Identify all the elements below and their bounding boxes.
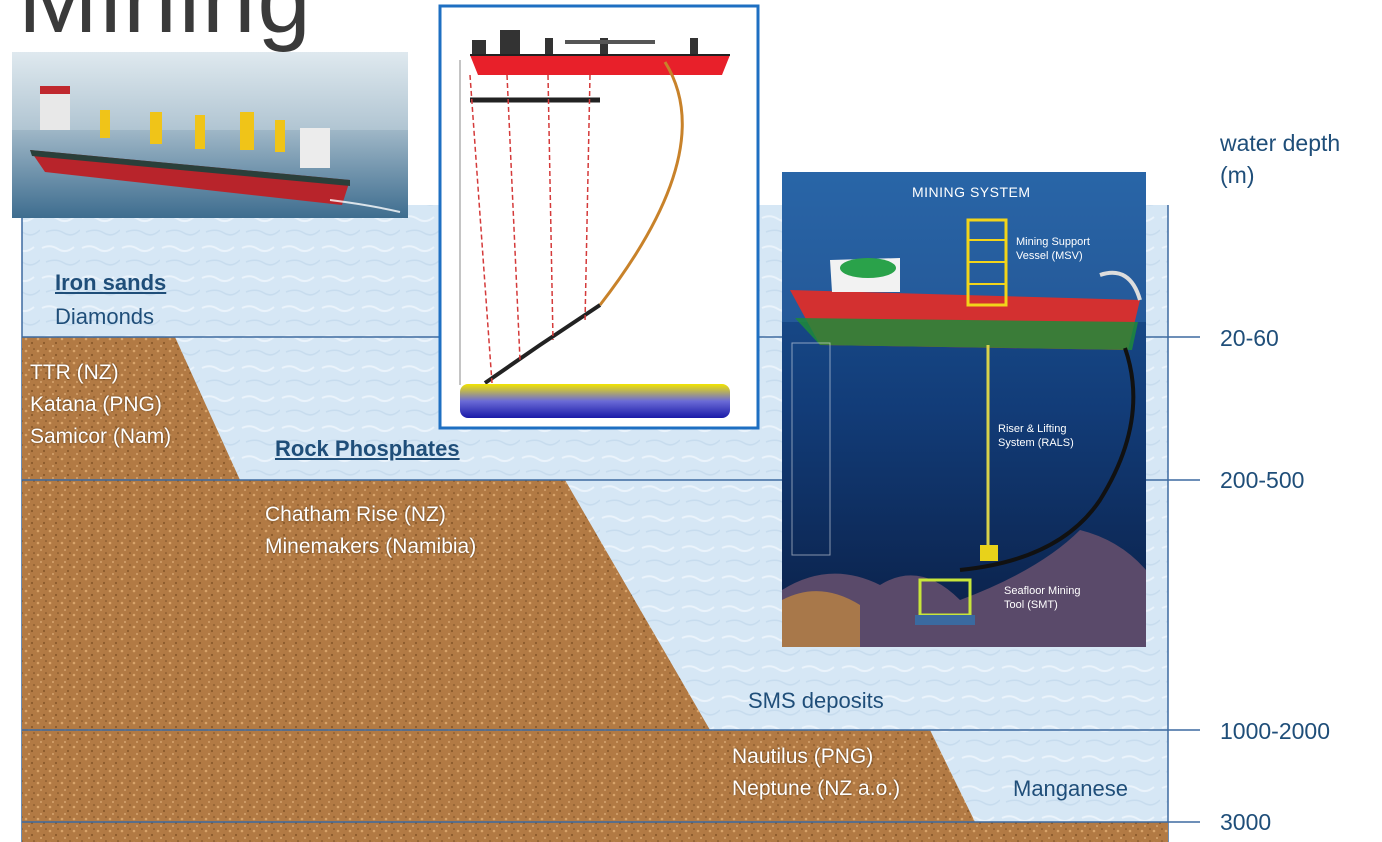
- depth-axis-heading: water depth (m): [1220, 127, 1340, 191]
- smt-label: Seafloor Mining Tool (SMT): [1004, 584, 1080, 612]
- rals-label-line2: System (RALS): [998, 437, 1074, 449]
- depth-tick-200-500: 200-500: [1220, 467, 1305, 493]
- smt-label-line1: Seafloor Mining: [1004, 585, 1081, 597]
- phosphate-projects-list: Chatham Rise (NZ) Minemakers (Namibia): [265, 499, 476, 563]
- depth-tick-3000: 3000: [1220, 809, 1272, 835]
- depth-heading-line1: water depth: [1220, 130, 1341, 156]
- depth-tick-1000-2000: 1000-2000: [1220, 718, 1330, 744]
- iron-sands-heading: Iron sands: [55, 270, 167, 295]
- depth-heading-line2: (m): [1220, 162, 1255, 188]
- project-katana: Katana (PNG): [30, 393, 162, 416]
- smt-label-line2: Tool (SMT): [1004, 599, 1058, 611]
- rals-label: Riser & Lifting System (RALS): [998, 422, 1074, 450]
- project-neptune: Neptune (NZ a.o.): [732, 777, 901, 800]
- sms-deposits-label: SMS deposits: [748, 688, 884, 713]
- seafloor-sediment: [22, 337, 1168, 842]
- project-ttr: TTR (NZ): [30, 361, 119, 384]
- sms-projects-list: Nautilus (PNG) Neptune (NZ a.o.): [732, 741, 900, 805]
- depth-tick-20-60: 20-60: [1220, 325, 1279, 351]
- diamonds-label: Diamonds: [55, 304, 155, 329]
- project-chatham-rise: Chatham Rise (NZ): [265, 503, 446, 526]
- project-samicor: Samicor (Nam): [30, 425, 172, 448]
- msv-label-line1: Mining Support: [1016, 236, 1090, 248]
- shallow-projects-list: TTR (NZ) Katana (PNG) Samicor (Nam): [30, 357, 171, 453]
- manganese-label: Manganese: [1013, 776, 1128, 801]
- dredging-schematic: [438, 4, 760, 430]
- mining-system-illustration: [782, 172, 1146, 647]
- dredger-ship-photo: [12, 52, 408, 218]
- page-title: Mining: [18, 0, 313, 48]
- mining-system-title: MINING SYSTEM: [912, 184, 1031, 200]
- rock-phosphates-heading: Rock Phosphates: [275, 436, 460, 461]
- rals-label-line1: Riser & Lifting: [998, 423, 1067, 435]
- msv-label-line2: Vessel (MSV): [1016, 250, 1083, 262]
- msv-label: Mining Support Vessel (MSV): [1016, 235, 1090, 263]
- project-minemakers: Minemakers (Namibia): [265, 535, 477, 558]
- project-nautilus: Nautilus (PNG): [732, 745, 874, 768]
